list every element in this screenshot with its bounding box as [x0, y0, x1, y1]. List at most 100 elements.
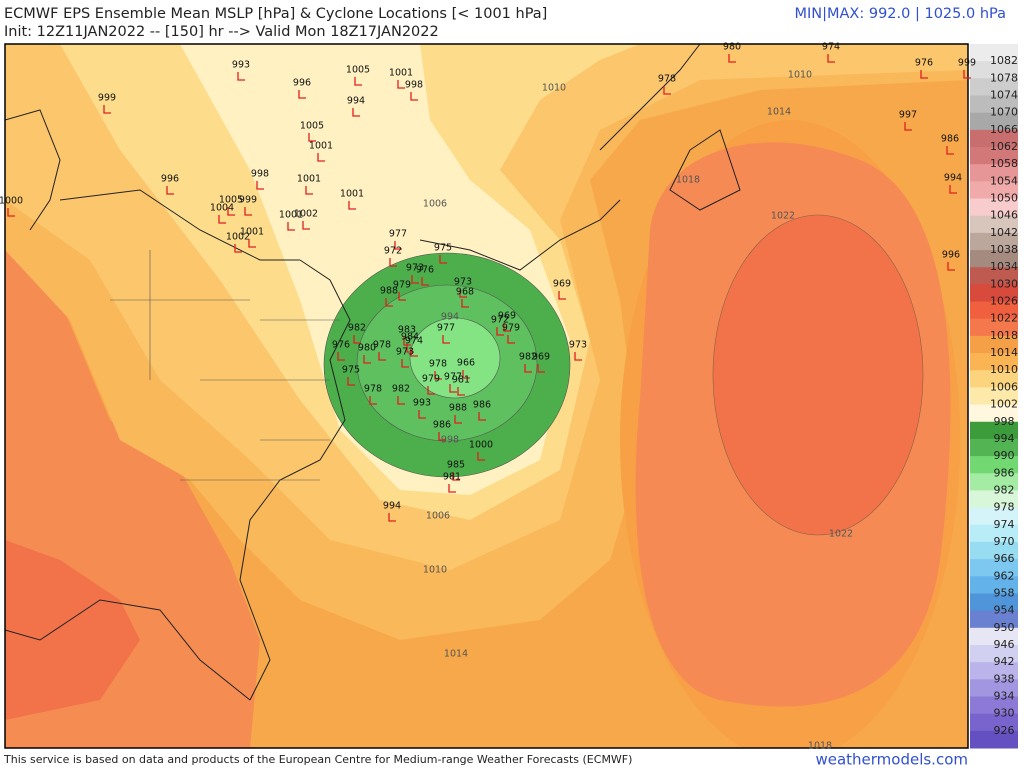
low-marker [442, 335, 450, 344]
colorbar-band [970, 730, 1018, 749]
contour-label: 994 [441, 312, 459, 323]
colorbar-band [970, 507, 1018, 526]
low-marker [227, 207, 235, 216]
contour-label: 1018 [808, 741, 832, 752]
low-marker [459, 289, 467, 298]
cyclone-pressure: 973 [454, 277, 472, 288]
low-marker [385, 298, 393, 307]
colorbar-label: 1062 [990, 140, 1018, 153]
colorbar-label: 986 [994, 466, 1015, 479]
cyclone-pressure: 978 [658, 74, 676, 85]
low-marker [244, 207, 252, 216]
low-marker [452, 472, 460, 481]
cyclone-pressure: 982 [348, 323, 366, 334]
cyclone-pressure: 969 [532, 352, 550, 363]
cyclone-pressure: 988 [380, 286, 398, 297]
low-marker [378, 352, 386, 361]
colorbar-label: 998 [994, 415, 1015, 428]
colorbar-label: 942 [994, 655, 1015, 668]
low-marker [103, 105, 111, 114]
cyclone-pressure: 980 [723, 42, 741, 53]
cyclone-pressure: 988 [449, 403, 467, 414]
colorbar-label: 954 [994, 604, 1015, 617]
low-marker [827, 54, 835, 63]
colorbar-band [970, 490, 1018, 509]
cyclone-pressure: 997 [899, 110, 917, 121]
cyclone-pressure: 980 [358, 343, 376, 354]
low-marker [947, 262, 955, 271]
colorbar-label: 1002 [990, 398, 1018, 411]
cyclone-pressure: 973 [396, 347, 414, 358]
map [5, 44, 968, 748]
low-marker [403, 337, 411, 346]
cyclone-pressure: 968 [456, 287, 474, 298]
low-marker [462, 370, 470, 379]
colorbar-band [970, 610, 1018, 629]
colorbar-label: 1074 [990, 89, 1018, 102]
low-marker [448, 484, 456, 493]
low-marker [434, 371, 442, 380]
cyclone-pressure: 978 [364, 384, 382, 395]
colorbar-band [970, 318, 1018, 337]
colorbar-band [970, 662, 1018, 680]
cyclone-pressure: 1000 [0, 196, 23, 207]
colorbar-band [970, 198, 1018, 217]
colorbar-label: 966 [994, 552, 1015, 565]
low-marker [728, 54, 736, 63]
colorbar-label: 1010 [990, 363, 1018, 376]
colorbar-band [970, 267, 1018, 285]
low-marker [234, 244, 242, 253]
contour-label: 1006 [426, 511, 450, 522]
colorbar-label: 1082 [990, 54, 1018, 67]
colorbar-band [970, 679, 1018, 697]
cyclone-pressure: 993 [232, 60, 250, 71]
colorbar-band [970, 95, 1018, 114]
cyclone-pressure: 1005 [300, 121, 324, 132]
colorbar-label: 1034 [990, 260, 1018, 273]
cyclone-pressure: 976 [332, 340, 350, 351]
cyclone-pressure: 977 [444, 372, 462, 383]
colorbar-label: 1018 [990, 329, 1018, 342]
cyclone-pressure: 975 [434, 243, 452, 254]
low-marker [305, 186, 313, 195]
colorbar-band [970, 44, 1018, 62]
colorbar-label: 1058 [990, 157, 1018, 170]
colorbar-band [970, 353, 1018, 371]
colorbar-label: 962 [994, 569, 1015, 582]
low-marker [397, 80, 405, 89]
low-marker [410, 92, 418, 101]
colorbar-label: 1078 [990, 71, 1018, 84]
cyclone-pressure: 972 [384, 246, 402, 257]
colorbar-band [970, 147, 1018, 165]
contour-label: 1014 [444, 649, 468, 660]
cyclone-pressure: 979 [422, 374, 440, 385]
colorbar-band [970, 370, 1018, 388]
cyclone-pressure: 986 [473, 400, 491, 411]
cyclone-pressure: 979 [502, 323, 520, 334]
colorbar-label: 1054 [990, 174, 1018, 187]
low-marker [438, 432, 446, 441]
cyclone-pressure: 973 [569, 340, 587, 351]
cyclone-pressure: 981 [452, 375, 470, 386]
low-marker [337, 352, 345, 361]
low-marker [166, 186, 174, 195]
colorbar-band [970, 713, 1018, 732]
cyclone-pressure: 1004 [210, 203, 234, 214]
cyclone-pressure: 978 [373, 340, 391, 351]
low-marker [454, 415, 462, 424]
low-marker [421, 277, 429, 286]
colorbar-band [970, 61, 1018, 79]
cyclone-pressure: 984 [401, 332, 419, 343]
cyclone-pressure: 994 [347, 96, 365, 107]
colorbar-band [970, 541, 1018, 560]
cyclone-pressure: 982 [519, 352, 537, 363]
contour-label: 1006 [423, 199, 447, 210]
subtitle: Init: 12Z11JAN2022 -- [150] hr --> Valid… [4, 24, 439, 40]
contour-label: 1010 [423, 565, 447, 576]
low-marker [302, 221, 310, 230]
colorbar-label: 1070 [990, 106, 1018, 119]
low-marker [398, 292, 406, 301]
cyclone-pressure: 975 [342, 365, 360, 376]
colorbar-label: 934 [994, 689, 1015, 702]
